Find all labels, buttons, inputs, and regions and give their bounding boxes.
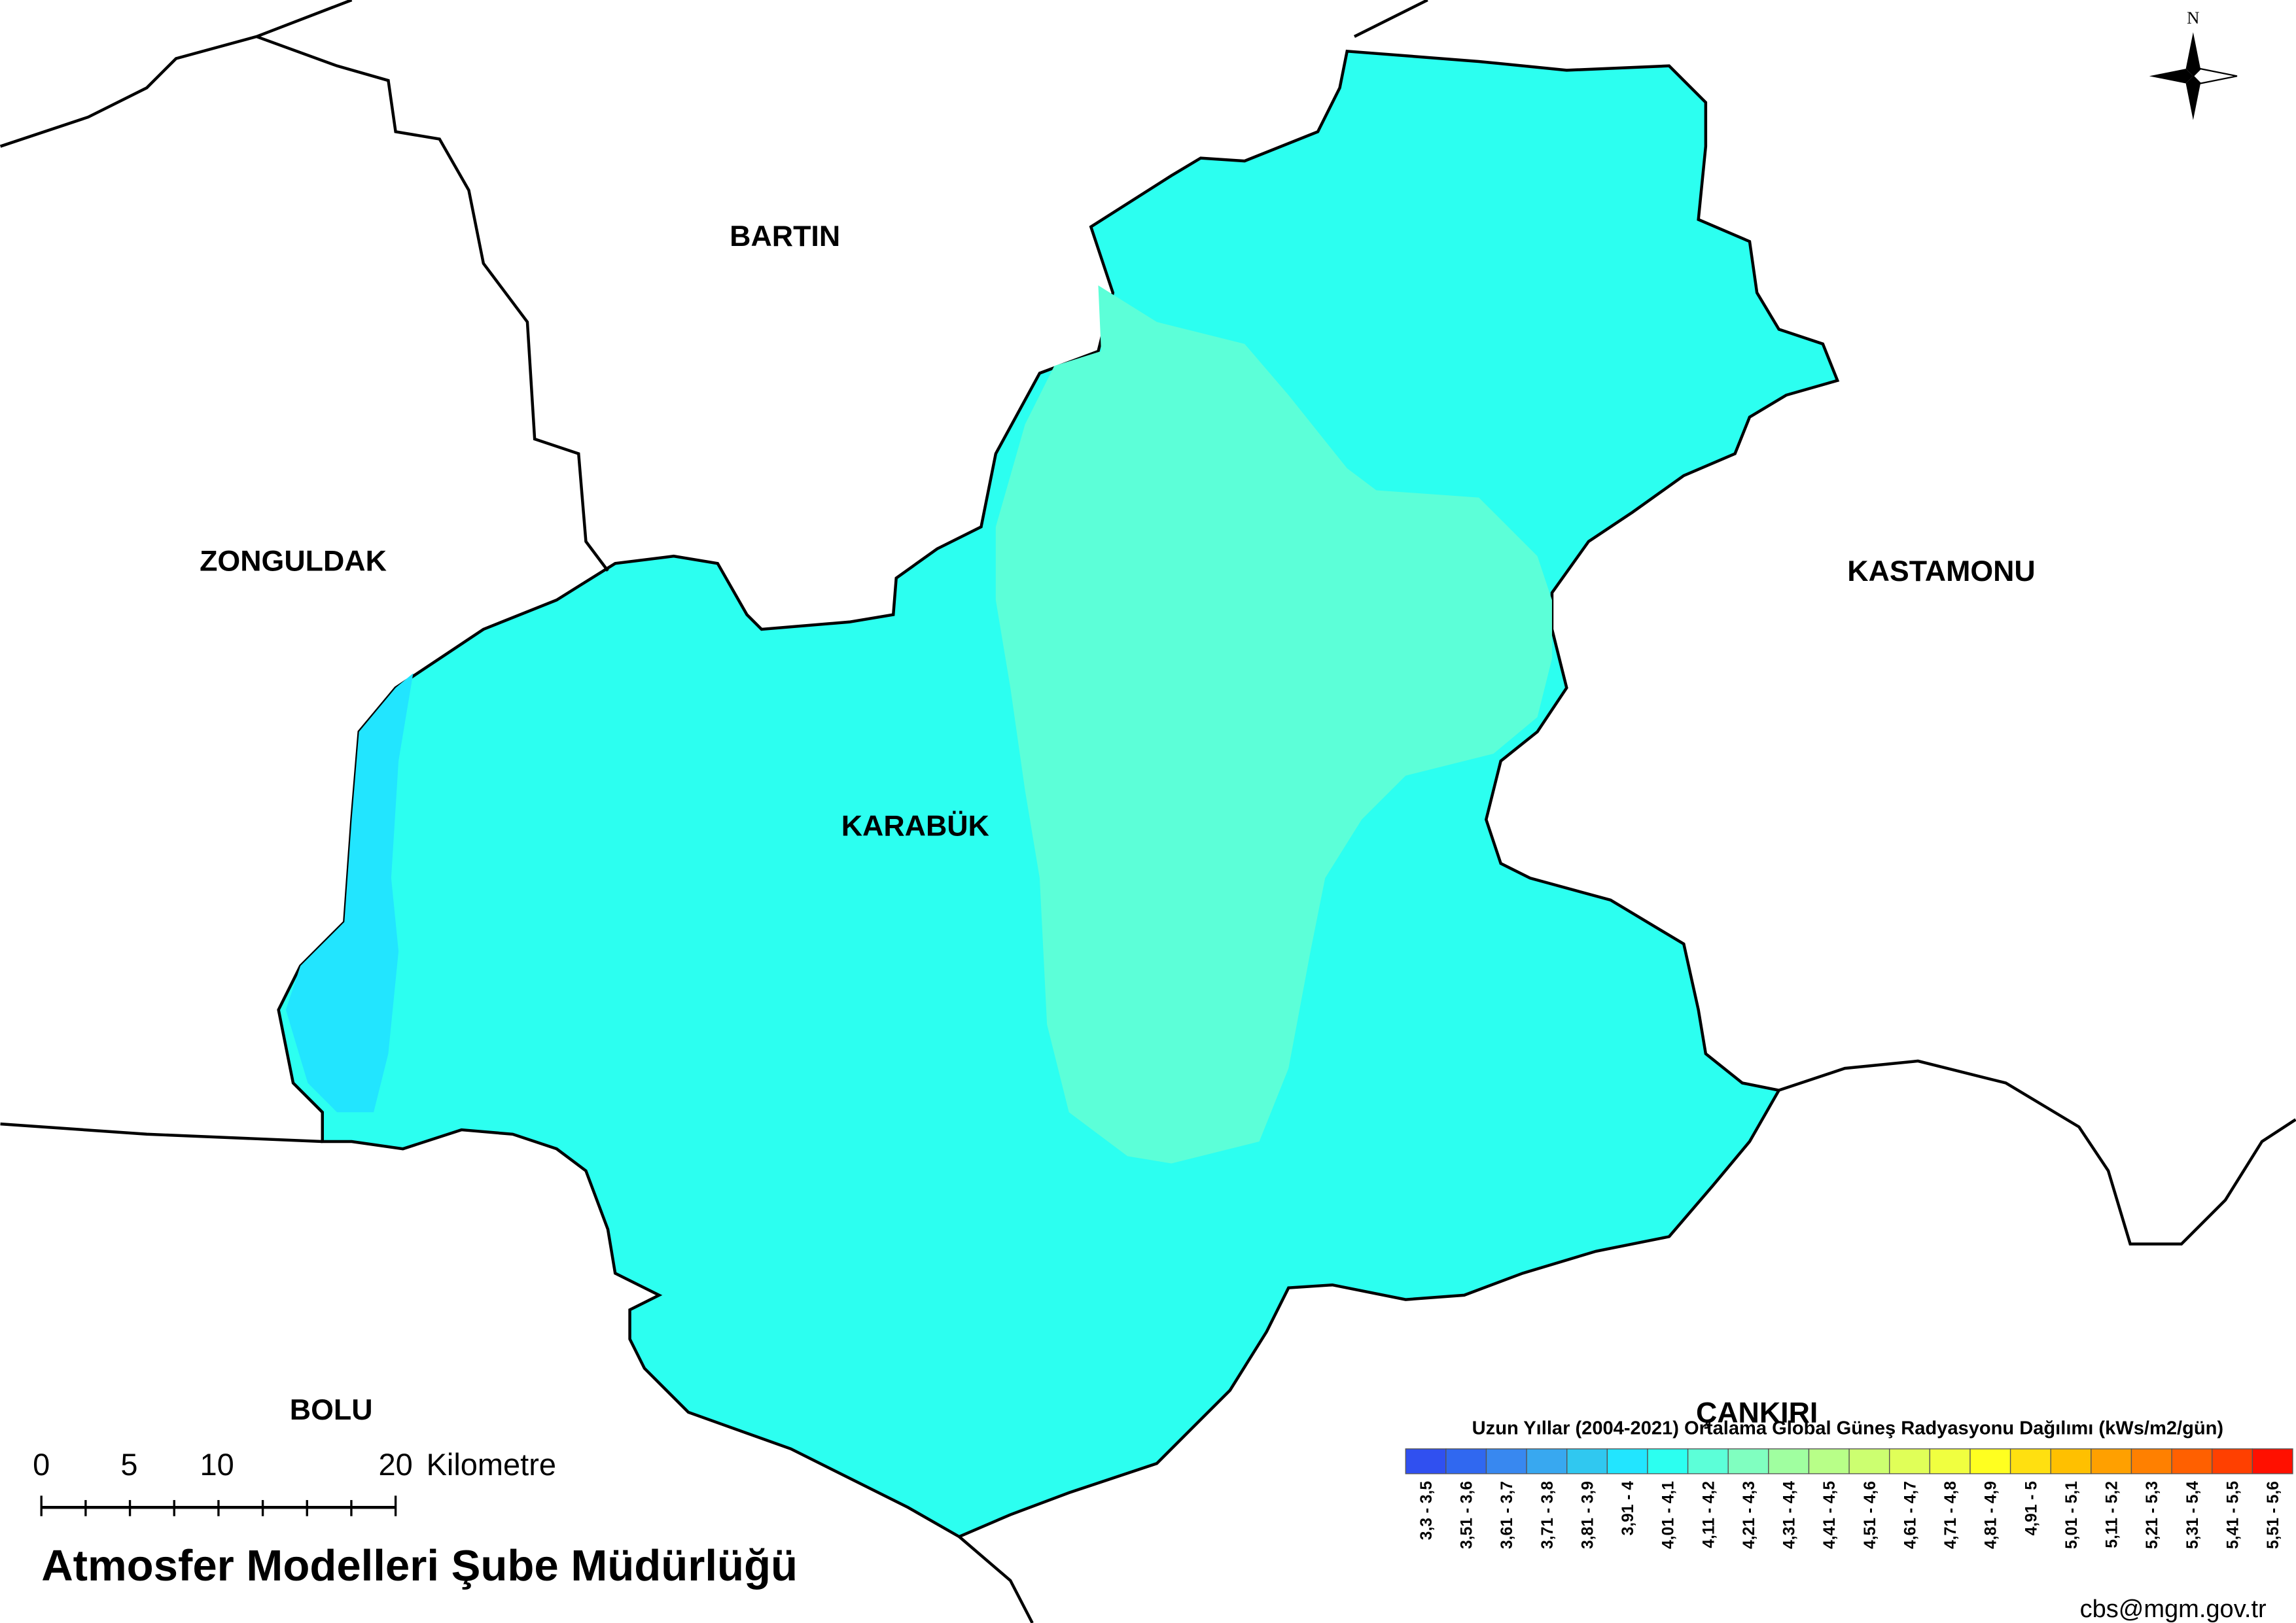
legend-swatch bbox=[1526, 1448, 1568, 1475]
north-arrow: N bbox=[2149, 8, 2238, 120]
zone-lower bbox=[285, 673, 414, 1113]
zone-higher bbox=[995, 285, 1552, 1164]
province-label: BOLU bbox=[290, 1393, 373, 1426]
legend-swatch bbox=[1566, 1448, 1608, 1475]
legend-swatch bbox=[2009, 1448, 2051, 1475]
province-label: ZONGULDAK bbox=[200, 544, 387, 577]
contact: cbs@mgm.gov.tr bbox=[2080, 1596, 2267, 1623]
legend-swatch bbox=[1445, 1448, 1487, 1475]
legend-swatch bbox=[1727, 1448, 1769, 1475]
footer-title: Atmosfer Modelleri Şube Müdürlüğü bbox=[41, 1541, 798, 1590]
province-label: KARABÜK bbox=[841, 809, 989, 842]
legend-swatch bbox=[1969, 1448, 2011, 1475]
legend-swatch bbox=[1768, 1448, 1810, 1475]
province-label: ÇANKIRI bbox=[1696, 1397, 1818, 1429]
border bbox=[256, 35, 609, 572]
scale-label: 0 bbox=[33, 1447, 50, 1482]
legend-swatch bbox=[1848, 1448, 1890, 1475]
legend-label: 5,41 - 5,5 bbox=[2224, 1481, 2242, 1549]
legend-swatch bbox=[1405, 1448, 1447, 1475]
legend-swatch bbox=[1929, 1448, 1971, 1475]
border bbox=[1778, 1059, 2296, 1246]
legend-label: 4,01 - 4,1 bbox=[1660, 1481, 1678, 1549]
border bbox=[0, 1122, 323, 1143]
legend-label: 5,31 - 5,4 bbox=[2184, 1481, 2202, 1549]
province-label: BARTIN bbox=[730, 220, 840, 253]
legend-swatch bbox=[2050, 1448, 2092, 1475]
legend-swatch bbox=[1647, 1448, 1689, 1475]
scale-bar: 0 5 10 20 Kilometre bbox=[33, 1447, 556, 1516]
legend-swatch bbox=[2171, 1448, 2213, 1475]
legend-label: 3,51 - 3,6 bbox=[1458, 1481, 1476, 1549]
legend-label: 4,31 - 4,4 bbox=[1781, 1481, 1799, 1549]
legend-label: 5,21 - 5,3 bbox=[2144, 1481, 2161, 1549]
legend-swatch bbox=[1889, 1448, 1931, 1475]
legend-swatch bbox=[2130, 1448, 2172, 1475]
legend-swatch bbox=[2212, 1448, 2253, 1475]
legend-swatch bbox=[2252, 1448, 2293, 1475]
legend-label: 3,91 - 4 bbox=[1619, 1481, 1637, 1536]
legend-label: 4,81 - 4,9 bbox=[1983, 1481, 2000, 1549]
legend-swatch bbox=[1606, 1448, 1648, 1475]
legend-label: 5,11 - 5,2 bbox=[2104, 1481, 2121, 1548]
legend: 3,3 - 3,5 3,51 - 3,6 3,61 - 3,7 3,71 - 3,8 3… bbox=[1405, 1448, 2293, 1549]
legend-label: 3,61 - 3,7 bbox=[1498, 1481, 1516, 1549]
legend-label: 4,71 - 4,8 bbox=[1942, 1481, 1960, 1549]
scale-label: 20 bbox=[378, 1447, 412, 1482]
province-label: KASTAMONU bbox=[1847, 555, 2035, 587]
scale-label: 5 bbox=[120, 1447, 137, 1482]
legend-swatch bbox=[2091, 1448, 2132, 1475]
border bbox=[958, 1535, 1034, 1623]
legend-label: 5,51 - 5,6 bbox=[2265, 1481, 2282, 1549]
legend-label: 4,21 - 4,3 bbox=[1740, 1481, 1758, 1549]
legend-label: 4,41 - 4,5 bbox=[1821, 1481, 1839, 1549]
legend-label: 4,51 - 4,6 bbox=[1862, 1481, 1879, 1549]
legend-swatch bbox=[1808, 1448, 1850, 1475]
legend-title: Uzun Yıllar (2004-2021) Ortalama Global … bbox=[1472, 1418, 2223, 1439]
scale-unit: Kilometre bbox=[427, 1447, 556, 1482]
legend-swatch bbox=[1687, 1448, 1729, 1475]
legend-label: 3,71 - 3,8 bbox=[1539, 1481, 1557, 1549]
scale-label: 10 bbox=[200, 1447, 234, 1482]
border bbox=[0, 0, 353, 148]
legend-label: 4,61 - 4,7 bbox=[1901, 1481, 1919, 1549]
legend-label: 4,11 - 4,2 bbox=[1700, 1481, 1718, 1548]
legend-label: 4,91 - 5 bbox=[2022, 1481, 2040, 1535]
north-label: N bbox=[2187, 8, 2199, 27]
legend-label: 3,3 - 3,5 bbox=[1418, 1481, 1436, 1540]
border bbox=[1353, 0, 1428, 38]
legend-swatch bbox=[1485, 1448, 1527, 1475]
legend-label: 5,01 - 5,1 bbox=[2063, 1481, 2081, 1549]
legend-label: 3,81 - 3,9 bbox=[1579, 1481, 1597, 1549]
